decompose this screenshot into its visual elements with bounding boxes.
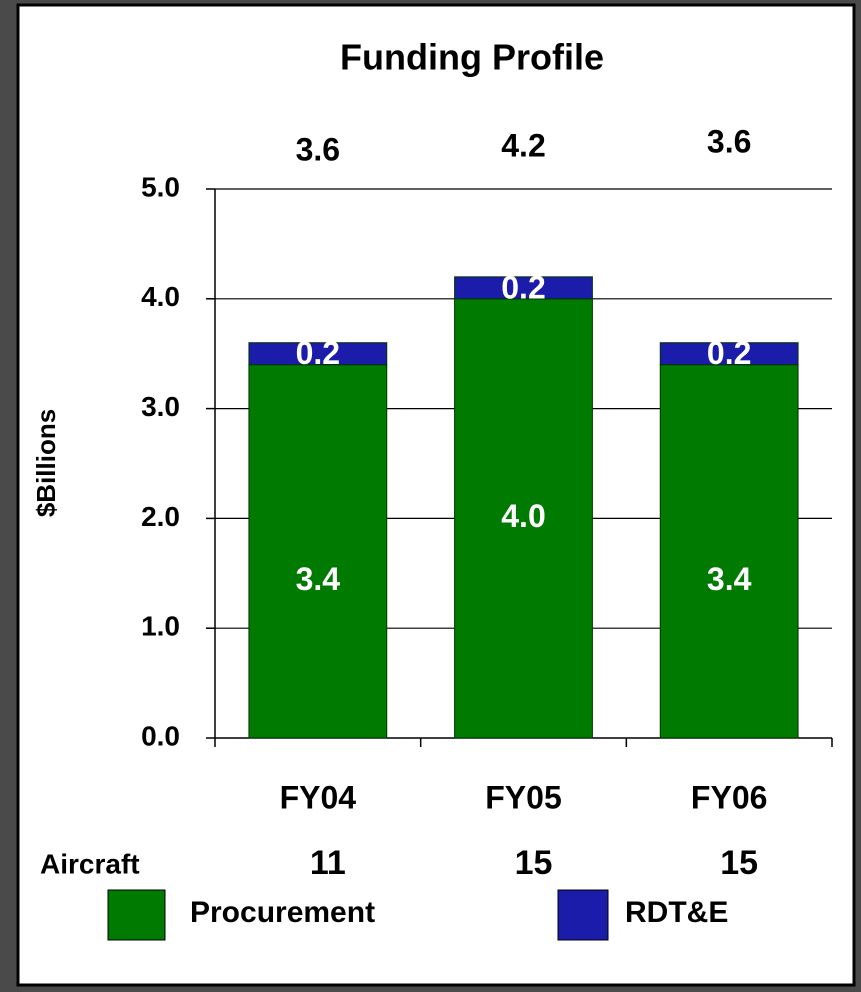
value-label: 3.4 <box>707 561 752 597</box>
legend-label: RDT&E <box>625 896 728 929</box>
legend-swatch <box>558 890 608 940</box>
y-tick-label: 3.0 <box>141 391 180 422</box>
aircraft-count: 15 <box>515 844 553 882</box>
value-label: 4.0 <box>501 498 545 534</box>
x-tick-label: FY05 <box>485 779 561 815</box>
bar-segment <box>660 365 798 738</box>
aircraft-count: 15 <box>720 844 758 882</box>
aircraft-count: 11 <box>310 844 346 882</box>
total-label: 4.2 <box>501 127 545 163</box>
bar-segment <box>249 365 387 738</box>
legend-label: Procurement <box>190 896 375 929</box>
x-tick-label: FY06 <box>691 779 767 815</box>
y-axis-label: $Billions <box>31 409 61 517</box>
y-tick-label: 0.0 <box>141 720 180 751</box>
value-label: 0.2 <box>501 269 545 305</box>
total-label: 3.6 <box>296 131 340 167</box>
chart-title: Funding Profile <box>340 37 604 78</box>
y-tick-label: 1.0 <box>141 611 180 642</box>
value-label: 0.2 <box>707 335 751 371</box>
y-tick-label: 4.0 <box>141 281 180 312</box>
y-tick-label: 5.0 <box>141 171 180 202</box>
legend-swatch <box>108 890 165 940</box>
y-tick-label: 2.0 <box>141 501 180 532</box>
value-label: 3.4 <box>296 561 341 597</box>
total-label: 3.6 <box>707 123 751 159</box>
value-label: 0.2 <box>296 335 340 371</box>
aircraft-label: Aircraft <box>40 848 140 879</box>
page: Funding Profile $Billions 0.0 1.0 2.0 3.0 4.… <box>0 0 861 992</box>
chart: Funding Profile $Billions 0.0 1.0 2.0 3.0 4.… <box>0 0 861 992</box>
x-tick-label: FY04 <box>280 779 357 815</box>
